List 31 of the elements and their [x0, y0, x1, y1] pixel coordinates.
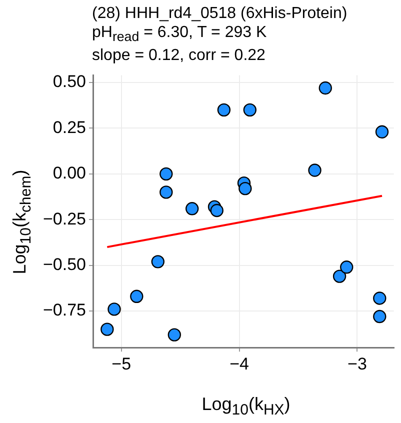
y-tick-label: 0.25 [52, 118, 86, 137]
point [373, 310, 386, 324]
point [217, 103, 231, 117]
point [160, 186, 173, 199]
point [340, 260, 354, 274]
y-tick-label: 0.50 [52, 72, 86, 92]
chart-subtitle: pH$_{read}$ = 6.30, T = 293 K slope = 0.12, corr = 0.22 [92, 24, 267, 64]
y-tick-label: −0.25 [43, 209, 86, 228]
point [332, 270, 346, 283]
x-tick-label: −3 [348, 354, 367, 374]
point [168, 328, 182, 342]
point [243, 103, 256, 117]
x-axis-title: Log$_{10}$(k$_{HX}$) [202, 394, 290, 419]
y-tick-label: 0.00 [52, 164, 86, 183]
x-tick-label: −4 [230, 354, 249, 374]
point [130, 290, 144, 304]
y-tick-label: −0.50 [43, 255, 86, 274]
point [108, 302, 121, 316]
point [373, 292, 386, 305]
y-tick-label: −0.75 [43, 300, 86, 320]
point [210, 204, 224, 218]
point [185, 202, 199, 216]
x-tick-label: −5 [112, 354, 132, 374]
point [151, 255, 164, 268]
point [238, 182, 252, 196]
point [308, 164, 322, 177]
point [100, 322, 114, 336]
point [160, 167, 173, 181]
chart-title: (28) HHH_rd4_0518 (6xHis-Protein) [92, 5, 348, 22]
point [375, 125, 389, 138]
point [318, 81, 332, 95]
